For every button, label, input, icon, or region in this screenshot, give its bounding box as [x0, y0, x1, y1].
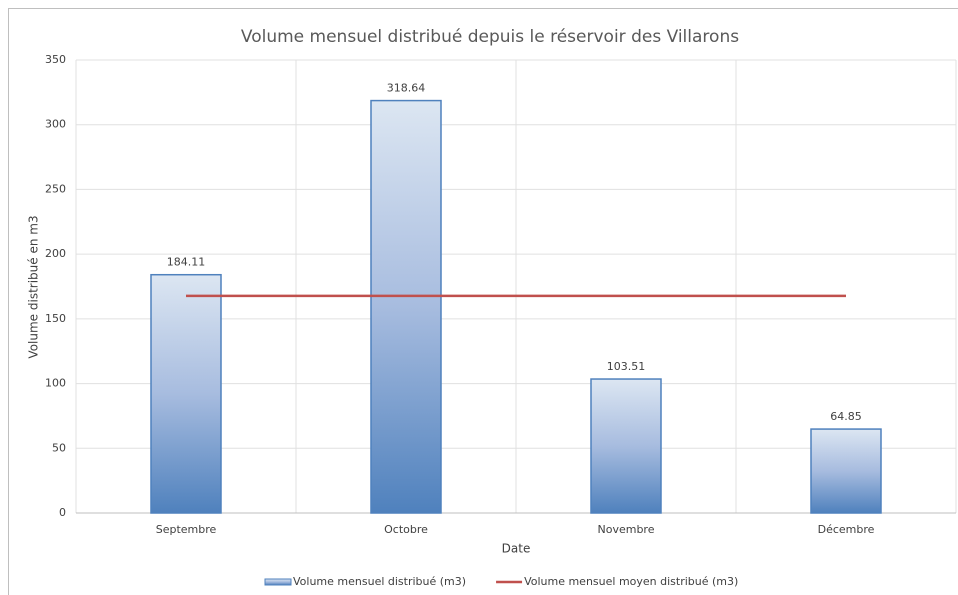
bar — [370, 99, 442, 514]
bar — [810, 428, 882, 514]
legend-swatch — [264, 578, 292, 586]
data-label: 184.11 — [167, 256, 206, 269]
y-tick-label: 100 — [45, 377, 66, 390]
x-tick-label: Octobre — [384, 523, 428, 536]
data-label: 103.51 — [607, 360, 646, 373]
bar — [590, 378, 662, 514]
y-tick-label: 150 — [45, 312, 66, 325]
y-tick-label: 0 — [59, 506, 66, 519]
y-tick-label: 300 — [45, 118, 66, 131]
y-tick-label: 50 — [52, 441, 66, 454]
y-axis-label: Volume distribué en m3 — [27, 215, 41, 358]
legend-label: Volume mensuel moyen distribué (m3) — [524, 575, 738, 588]
bar — [150, 273, 222, 514]
y-tick-label: 350 — [45, 53, 66, 66]
data-label: 64.85 — [830, 410, 862, 423]
x-axis-label: Date — [502, 542, 531, 556]
x-tick-label: Décembre — [818, 523, 875, 536]
data-label: 318.64 — [387, 82, 426, 95]
legend-label: Volume mensuel distribué (m3) — [293, 575, 466, 588]
chart-title: Volume mensuel distribué depuis le réser… — [241, 27, 739, 47]
x-tick-label: Novembre — [598, 523, 655, 536]
y-tick-label: 250 — [45, 182, 66, 195]
x-tick-label: Septembre — [156, 523, 217, 536]
y-tick-label: 200 — [45, 247, 66, 260]
